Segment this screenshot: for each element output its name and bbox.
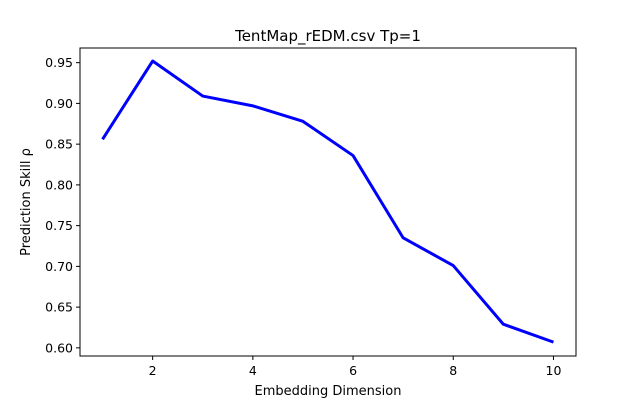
x-tick-label: 6 [349, 363, 357, 378]
y-tick-label: 0.85 [45, 137, 73, 152]
y-tick-label: 0.65 [45, 300, 73, 315]
x-tick-label: 8 [449, 363, 457, 378]
y-tick-label: 0.70 [45, 259, 73, 274]
x-axis: 2 4 6 8 10 [149, 356, 562, 378]
x-tick-label: 10 [546, 363, 562, 378]
y-tick-label: 0.80 [45, 177, 73, 192]
y-tick-label: 0.95 [45, 55, 73, 70]
y-axis-label: Prediction Skill ρ [19, 148, 34, 256]
chart-title: TentMap_rEDM.csv Tp=1 [234, 27, 421, 46]
x-tick-label: 2 [149, 363, 157, 378]
x-axis-label: Embedding Dimension [255, 384, 402, 399]
y-tick-label: 0.90 [45, 96, 73, 111]
plot-area [79, 47, 577, 357]
series-line [101, 59, 554, 344]
y-axis: 0.60 0.65 0.70 0.75 0.80 0.85 0.90 0.95 [45, 55, 80, 355]
x-tick-label: 4 [249, 363, 257, 378]
y-tick-label: 0.75 [45, 218, 73, 233]
series-layer [101, 59, 554, 344]
y-tick-label: 0.60 [45, 340, 73, 355]
